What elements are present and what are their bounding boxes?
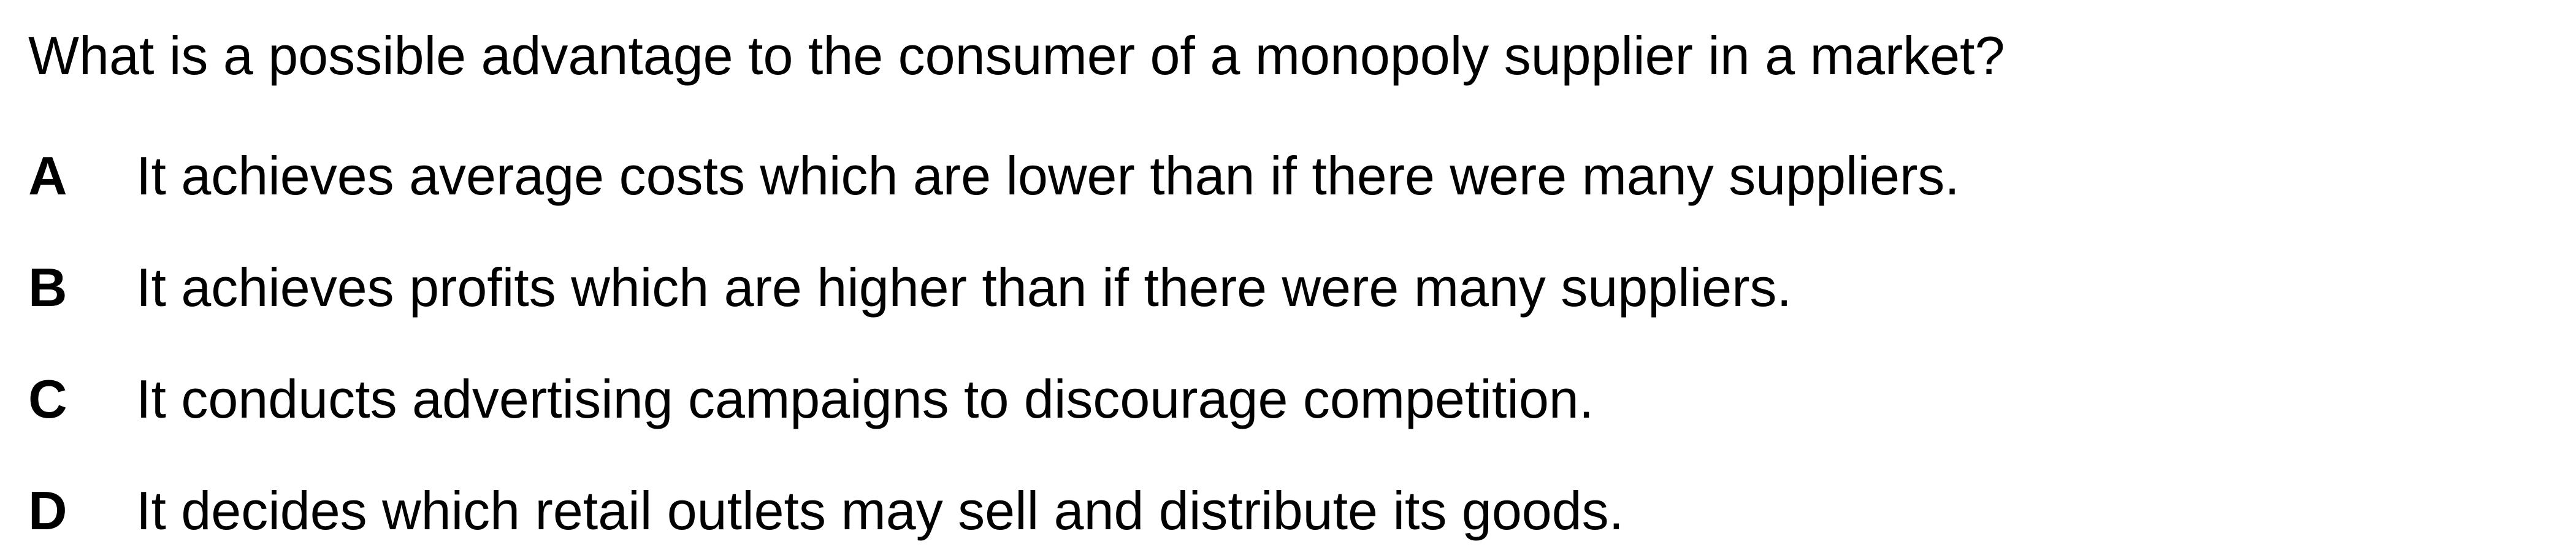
option-letter: A xyxy=(28,145,67,206)
option-text: It achieves profits which are higher tha… xyxy=(136,257,1792,318)
option-letter: B xyxy=(28,257,67,318)
question-text: What is a possible advantage to the cons… xyxy=(28,25,2005,86)
option-letter: D xyxy=(28,480,67,541)
option-letter: C xyxy=(28,369,67,429)
option-text: It conducts advertising campaigns to dis… xyxy=(136,369,1594,429)
option-text: It decides which retail outlets may sell… xyxy=(136,480,1624,541)
option-text: It achieves average costs which are lowe… xyxy=(136,145,1960,206)
